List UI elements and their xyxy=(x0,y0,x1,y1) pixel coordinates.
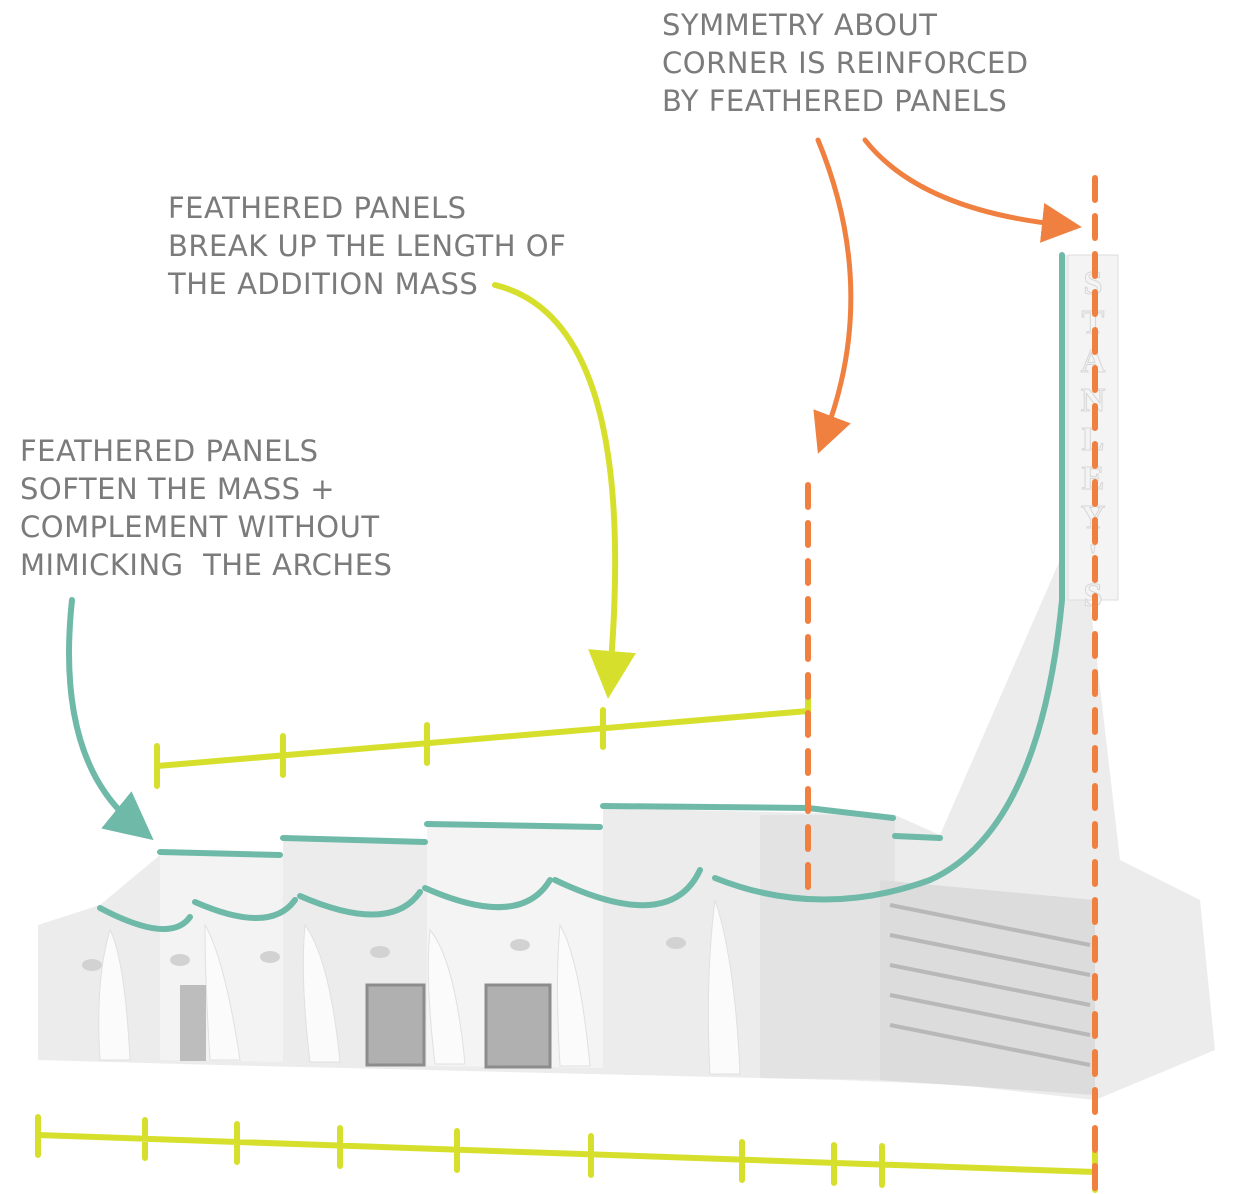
annotation-line: SYMMETRY ABOUT xyxy=(662,8,937,42)
symmetry-lines xyxy=(805,137,1098,1193)
annotation-line: CORNER IS REINFORCED xyxy=(662,46,1029,80)
annotation-line: FEATHERED PANELS xyxy=(20,434,319,468)
annotation-line: FEATHERED PANELS xyxy=(168,191,467,225)
annotation-line: BREAK UP THE LENGTH OF xyxy=(168,229,566,263)
building: STANLEY'S xyxy=(38,254,1215,1100)
annotation-line: MIMICKING THE ARCHES xyxy=(20,548,392,582)
scale-lines xyxy=(35,282,1098,1193)
annotation-line: SOFTEN THE MASS + xyxy=(20,472,335,506)
annotations: SYMMETRY ABOUT CORNER IS REINFORCED BY FEA… xyxy=(20,8,1029,582)
annotation-line: BY FEATHERED PANELS xyxy=(662,84,1007,118)
annotation-line: THE ADDITION MASS xyxy=(167,267,478,301)
panel-lines xyxy=(66,252,1065,933)
annotation-line: COMPLEMENT WITHOUT xyxy=(20,510,380,544)
